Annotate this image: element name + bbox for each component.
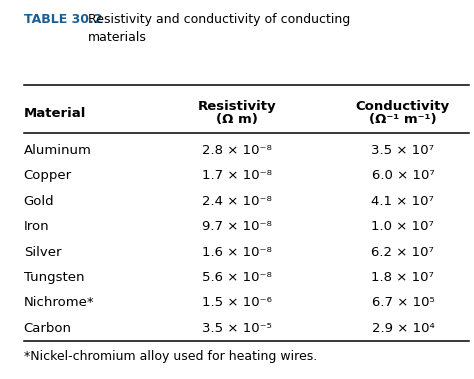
Text: 4.1 × 10⁷: 4.1 × 10⁷ xyxy=(372,195,434,208)
Text: Tungsten: Tungsten xyxy=(24,271,84,284)
Text: 2.9 × 10⁴: 2.9 × 10⁴ xyxy=(372,322,434,335)
Text: Iron: Iron xyxy=(24,220,49,233)
Text: (Ω⁻¹ m⁻¹): (Ω⁻¹ m⁻¹) xyxy=(369,113,437,126)
Text: 2.8 × 10⁻⁸: 2.8 × 10⁻⁸ xyxy=(202,144,272,157)
Text: 1.8 × 10⁷: 1.8 × 10⁷ xyxy=(372,271,434,284)
Text: 1.5 × 10⁻⁶: 1.5 × 10⁻⁶ xyxy=(202,296,272,309)
Text: 2.4 × 10⁻⁸: 2.4 × 10⁻⁸ xyxy=(202,195,272,208)
Text: 6.0 × 10⁷: 6.0 × 10⁷ xyxy=(372,169,434,182)
Text: 6.7 × 10⁵: 6.7 × 10⁵ xyxy=(372,296,434,309)
Text: (Ω m): (Ω m) xyxy=(216,113,258,126)
Text: 1.6 × 10⁻⁸: 1.6 × 10⁻⁸ xyxy=(202,246,272,258)
Text: Conductivity: Conductivity xyxy=(356,100,450,113)
Text: Carbon: Carbon xyxy=(24,322,72,335)
Text: Silver: Silver xyxy=(24,246,61,258)
Text: 1.7 × 10⁻⁸: 1.7 × 10⁻⁸ xyxy=(202,169,272,182)
Text: 6.2 × 10⁷: 6.2 × 10⁷ xyxy=(372,246,434,258)
Text: Copper: Copper xyxy=(24,169,72,182)
Text: *Nickel-chromium alloy used for heating wires.: *Nickel-chromium alloy used for heating … xyxy=(24,351,317,363)
Text: 9.7 × 10⁻⁸: 9.7 × 10⁻⁸ xyxy=(202,220,272,233)
Text: Nichrome*: Nichrome* xyxy=(24,296,94,309)
Text: Material: Material xyxy=(24,107,86,120)
Text: 5.6 × 10⁻⁸: 5.6 × 10⁻⁸ xyxy=(202,271,272,284)
Text: 3.5 × 10⁷: 3.5 × 10⁷ xyxy=(372,144,434,157)
Text: Aluminum: Aluminum xyxy=(24,144,91,157)
Text: Resistivity and conductivity of conducting
materials: Resistivity and conductivity of conducti… xyxy=(88,13,350,44)
Text: 1.0 × 10⁷: 1.0 × 10⁷ xyxy=(372,220,434,233)
Text: Gold: Gold xyxy=(24,195,55,208)
Text: TABLE 30.2: TABLE 30.2 xyxy=(24,13,102,26)
Text: Resistivity: Resistivity xyxy=(198,100,276,113)
Text: 3.5 × 10⁻⁵: 3.5 × 10⁻⁵ xyxy=(202,322,272,335)
